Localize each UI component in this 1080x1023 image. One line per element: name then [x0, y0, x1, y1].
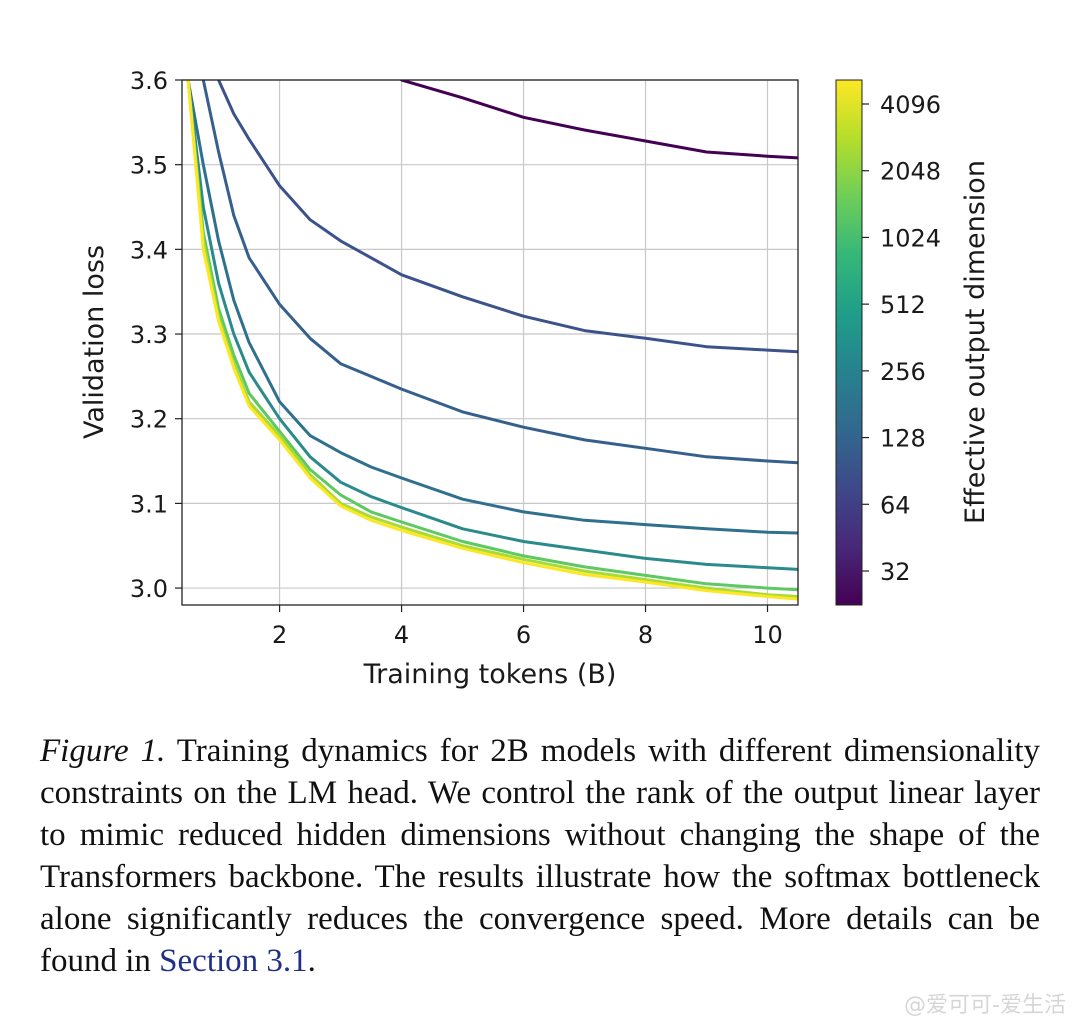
y-ticks: 3.0 3.1 3.2 3.3 3.4 3.5 3.6	[130, 67, 182, 603]
colorbar-tick-label: 256	[880, 358, 926, 386]
colorbar-ticks: 32 64 128 256 512 1024 2048 4096	[862, 91, 941, 586]
colorbar-tick-label: 128	[880, 425, 926, 453]
series-line-64	[217, 80, 798, 354]
colorbar-tick-label: 4096	[880, 91, 941, 119]
y-tick-label: 3.2	[130, 406, 168, 434]
colorbar-tick-label: 512	[880, 291, 926, 319]
figure-caption: Figure 1. Training dynamics for 2B model…	[40, 730, 1040, 982]
colorbar-title: Effective output dimension	[960, 160, 991, 524]
y-axis-title: Validation loss	[79, 245, 110, 439]
figure-label: Figure 1.	[40, 733, 166, 769]
x-ticks: 2 4 6 8 10	[272, 605, 783, 649]
y-tick-label: 3.4	[130, 236, 168, 264]
series-lines	[186, 80, 798, 601]
x-tick-label: 4	[394, 621, 409, 649]
x-tick-label: 2	[272, 621, 287, 649]
y-tick-label: 3.3	[130, 321, 168, 349]
grid	[182, 79, 798, 605]
caption-text: Training dynamics for 2B models with dif…	[40, 733, 1041, 979]
x-tick-label: 8	[638, 621, 653, 649]
colorbar-tick-label: 64	[880, 491, 911, 519]
colorbar-tick-label: 1024	[880, 224, 941, 252]
x-axis-title: Training tokens (B)	[363, 659, 617, 690]
x-tick-label: 6	[516, 621, 531, 649]
colorbar-tick-label: 32	[880, 558, 911, 586]
caption-end: .	[307, 943, 316, 979]
colorbar-tick-label: 2048	[880, 158, 941, 186]
series-line-256	[186, 80, 798, 535]
y-tick-label: 3.5	[130, 152, 168, 180]
plot-frame	[181, 79, 799, 606]
x-tick-label: 10	[752, 621, 783, 649]
y-tick-label: 3.0	[130, 575, 168, 603]
series-line-512	[186, 80, 798, 571]
y-tick-label: 3.1	[130, 490, 168, 518]
watermark: @爱可可-爱生活	[904, 993, 1066, 1018]
colorbar	[835, 79, 863, 606]
chart: 2 4 6 8 10 3.0 3.1 3.2 3.3 3.4 3.5 3.6 Training to…	[79, 67, 991, 690]
series-line-32	[400, 80, 798, 160]
section-link[interactable]: Section 3.1	[159, 943, 308, 979]
series-line-4096	[186, 80, 798, 601]
series-line-1024	[186, 80, 798, 592]
series-line-128	[201, 80, 798, 465]
y-tick-label: 3.6	[130, 67, 168, 95]
